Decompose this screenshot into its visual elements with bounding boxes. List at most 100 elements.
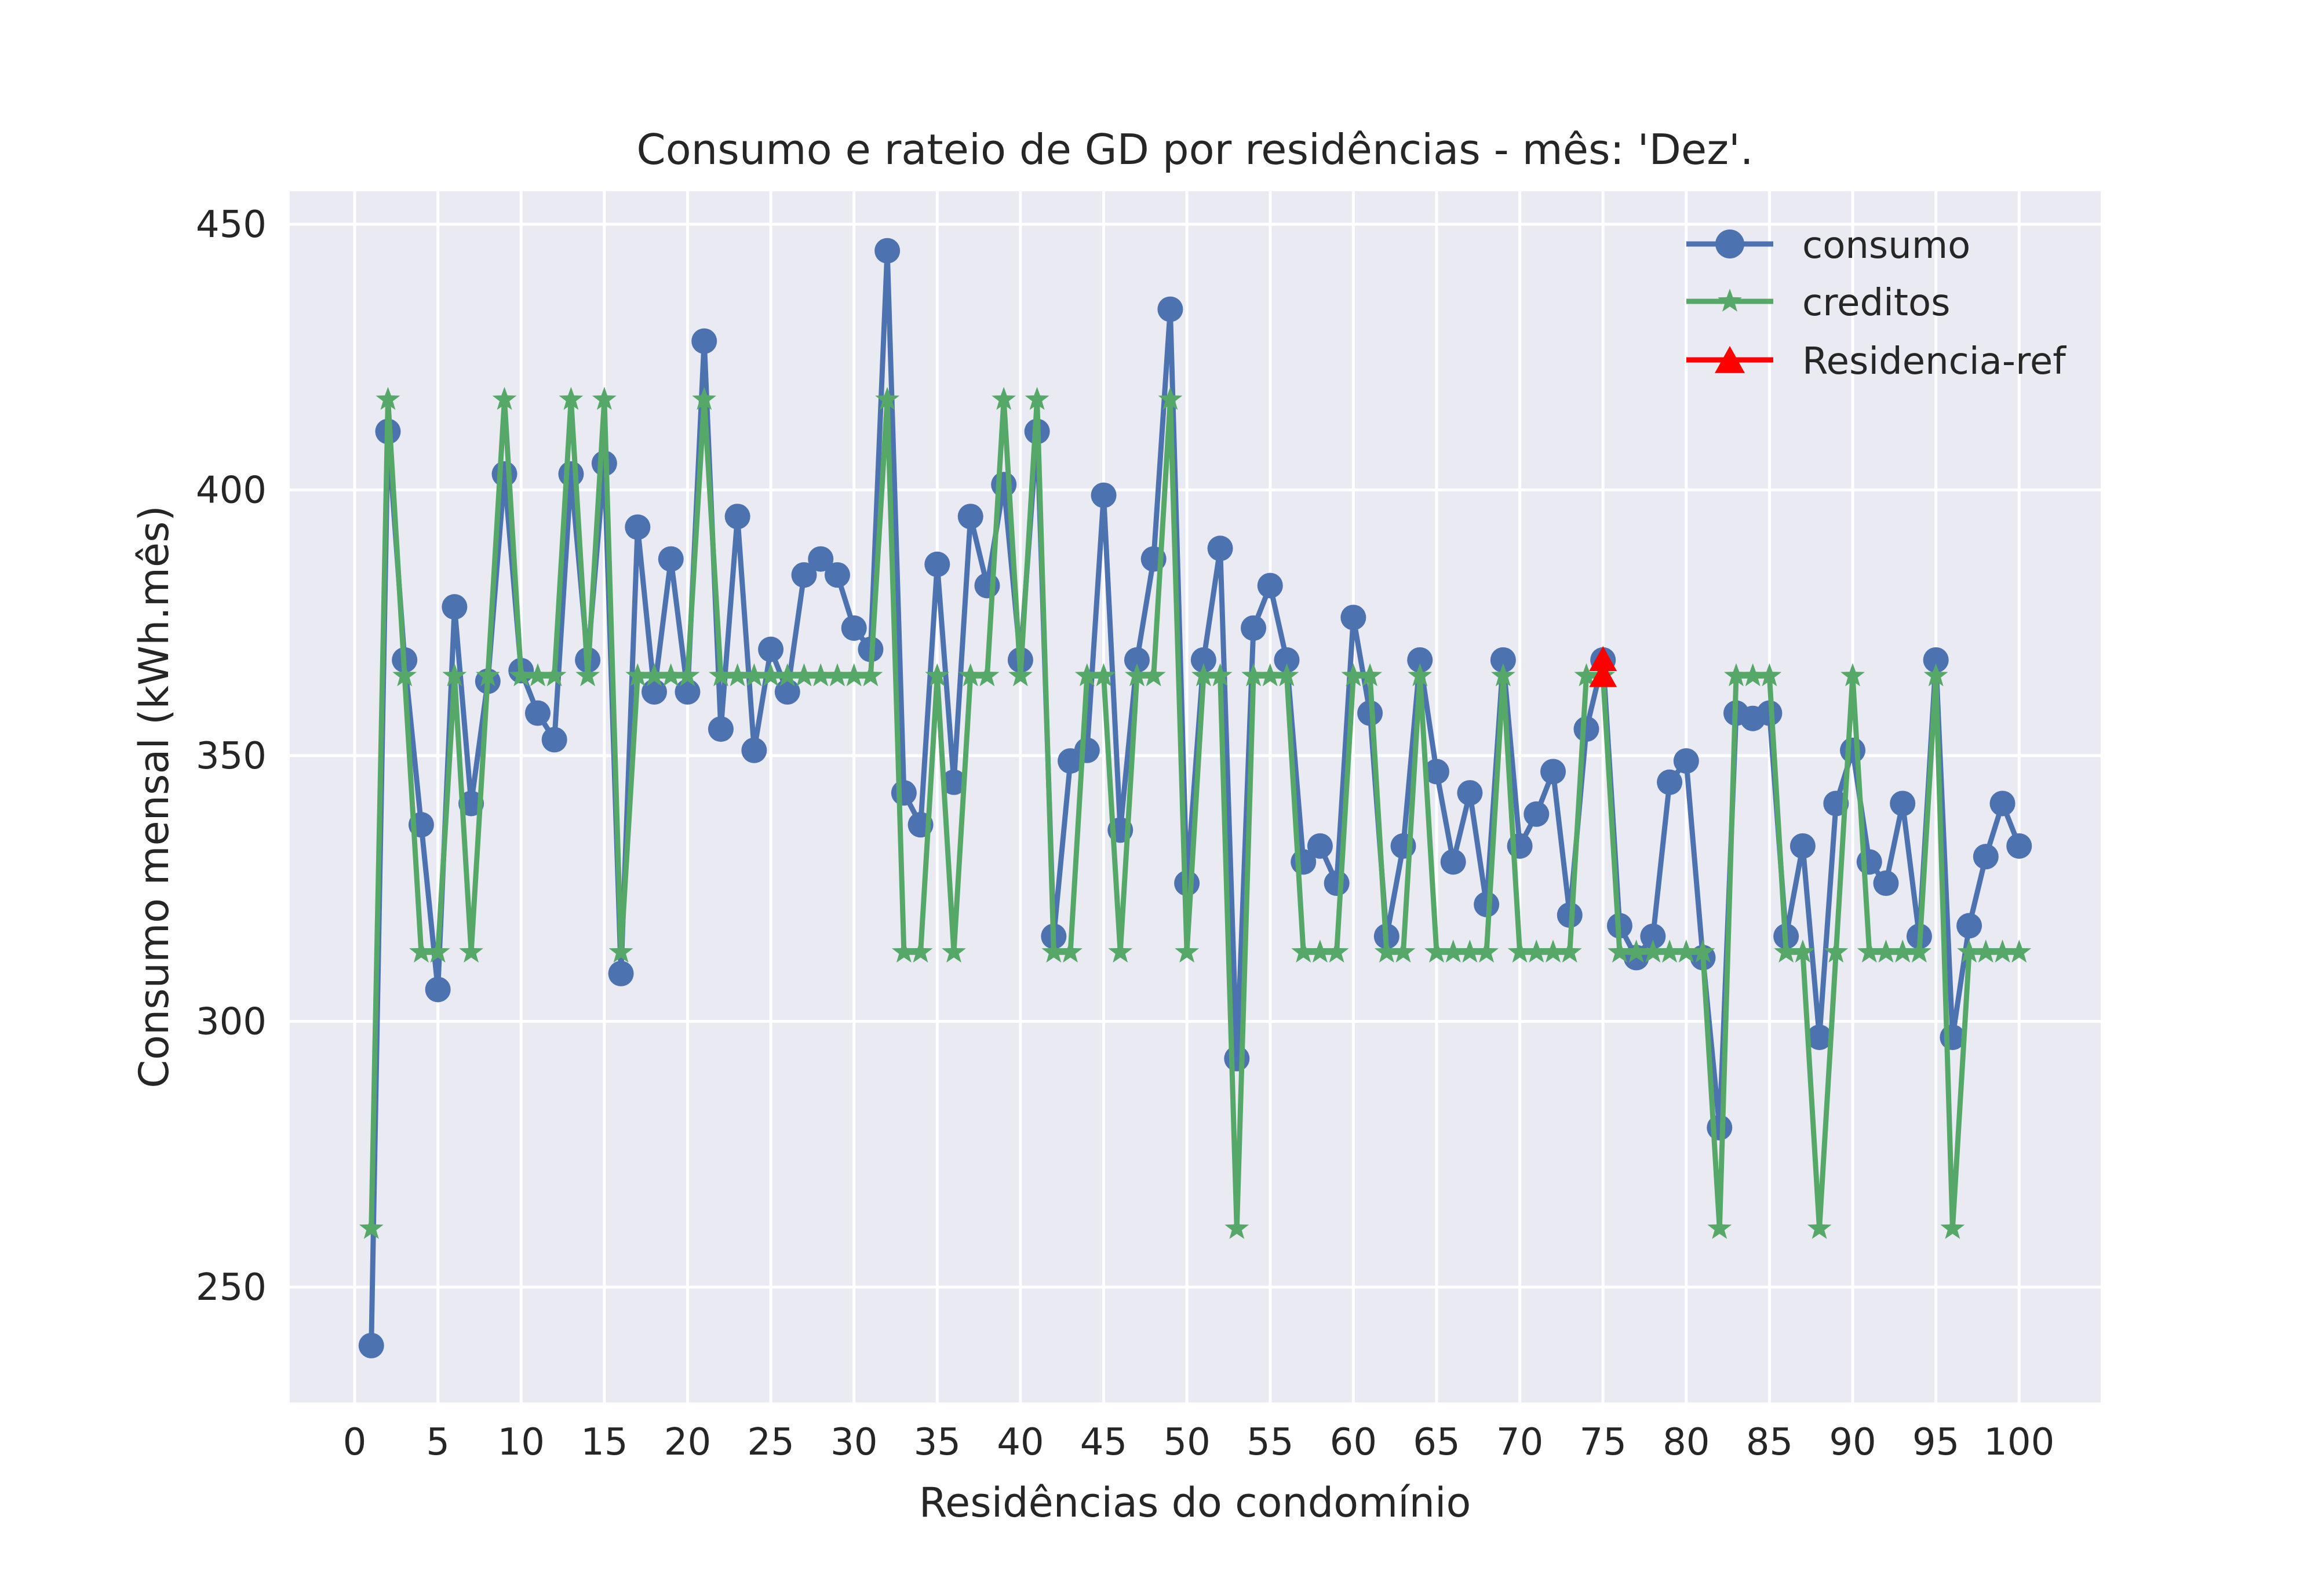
data-point-creditos (592, 387, 617, 410)
data-point-creditos (942, 939, 966, 963)
data-point-creditos (1175, 939, 1200, 963)
data-point-consumo (1074, 737, 1100, 763)
data-point-consumo (358, 1332, 384, 1358)
chart-title: Consumo e rateio de GD por residências -… (636, 125, 1753, 174)
data-point-creditos (1424, 939, 1449, 963)
data-point-creditos (1524, 939, 1549, 963)
data-point-creditos (475, 663, 500, 687)
data-point-consumo (1257, 573, 1283, 599)
data-point-creditos (1874, 939, 1898, 963)
data-point-creditos (1191, 663, 1216, 687)
data-point-creditos (1707, 1216, 1732, 1239)
data-point-consumo (1673, 748, 1699, 774)
data-point-consumo (791, 562, 817, 588)
data-point-consumo (974, 573, 1000, 599)
x-tick-label: 75 (1579, 1421, 1626, 1464)
data-point-residencia-ref (1589, 646, 1617, 672)
data-point-consumo (1956, 913, 1982, 939)
data-point-creditos (359, 1216, 384, 1239)
data-point-creditos (1774, 939, 1799, 963)
data-point-creditos (1058, 939, 1083, 963)
data-point-consumo (1840, 737, 1866, 763)
data-point-creditos (425, 939, 450, 963)
data-point-consumo (658, 546, 684, 572)
data-point-creditos (509, 663, 534, 687)
data-point-creditos (376, 387, 400, 410)
x-tick-label: 10 (498, 1421, 545, 1464)
x-tick-label: 50 (1163, 1421, 1210, 1464)
data-point-creditos (1441, 939, 1466, 963)
x-tick-label: 70 (1496, 1421, 1543, 1464)
data-point-creditos (725, 663, 750, 687)
data-point-consumo (708, 716, 734, 742)
data-point-consumo (442, 594, 468, 620)
data-point-creditos (1674, 939, 1699, 963)
data-point-creditos (808, 663, 833, 687)
series-group (358, 238, 2032, 1358)
x-tick-label: 65 (1413, 1421, 1460, 1464)
data-point-creditos (958, 663, 983, 687)
data-point-residencia-ref (1589, 662, 1617, 687)
data-point-consumo (1490, 647, 1516, 673)
data-point-creditos (442, 663, 467, 687)
x-tick-label: 80 (1663, 1421, 1710, 1464)
data-point-creditos (409, 939, 433, 963)
data-point-creditos (1291, 939, 1316, 963)
data-point-creditos (992, 387, 1016, 410)
data-point-creditos (1258, 663, 1282, 687)
data-point-creditos (1041, 939, 1066, 963)
data-point-consumo (1457, 780, 1483, 806)
data-point-creditos (1923, 663, 1948, 687)
data-point-creditos (1374, 939, 1399, 963)
data-point-creditos (658, 663, 683, 687)
data-point-creditos (1341, 663, 1366, 687)
x-tick-label: 20 (664, 1421, 711, 1464)
x-tick-label: 90 (1829, 1421, 1876, 1464)
x-tick-label: 55 (1247, 1421, 1293, 1464)
data-point-creditos (1490, 663, 1515, 687)
data-point-creditos (1557, 939, 1582, 963)
x-tick-label: 15 (581, 1421, 628, 1464)
y-tick-label: 400 (196, 469, 267, 512)
data-point-consumo (924, 551, 950, 577)
x-tick-label: 40 (997, 1421, 1044, 1464)
data-point-creditos (625, 663, 650, 687)
data-point-creditos (1358, 663, 1382, 687)
data-point-creditos (1474, 939, 1499, 963)
data-point-consumo (874, 238, 901, 264)
legend-marker-consumo (1715, 229, 1744, 258)
data-point-creditos (642, 663, 666, 687)
data-point-creditos (526, 663, 550, 687)
legend-item-creditos: creditos (1686, 282, 1950, 325)
data-point-creditos (1408, 663, 1433, 687)
data-point-consumo (1407, 647, 1433, 673)
data-point-consumo (1190, 647, 1216, 673)
data-point-consumo (625, 514, 651, 540)
data-point-consumo (774, 679, 800, 705)
data-point-consumo (1091, 482, 1117, 508)
data-point-creditos (459, 939, 483, 963)
data-point-creditos (1790, 939, 1815, 963)
data-point-consumo (891, 780, 917, 806)
legend: consumo creditos Residencia-ref (1686, 224, 2066, 383)
data-point-creditos (1208, 663, 1233, 687)
data-point-consumo (1524, 801, 1550, 827)
data-point-consumo (1157, 296, 1183, 322)
data-point-creditos (1324, 939, 1349, 963)
data-point-consumo (691, 328, 717, 354)
data-point-consumo (1474, 891, 1500, 917)
data-point-creditos (392, 663, 417, 687)
legend-label-residencia-ref: Residencia-ref (1802, 340, 2066, 383)
data-point-creditos (575, 663, 600, 687)
data-point-creditos (1391, 939, 1416, 963)
data-point-consumo (941, 769, 967, 795)
legend-label-creditos: creditos (1802, 282, 1950, 325)
data-point-consumo (1923, 647, 1949, 673)
data-point-consumo (1324, 870, 1350, 897)
legend-item-residencia-ref: Residencia-ref (1686, 340, 2066, 383)
series-residencia-ref (1589, 646, 1617, 687)
data-point-creditos (759, 663, 783, 687)
series-creditos (359, 387, 2032, 1239)
x-tick-label: 30 (830, 1421, 877, 1464)
data-point-creditos (559, 387, 584, 410)
